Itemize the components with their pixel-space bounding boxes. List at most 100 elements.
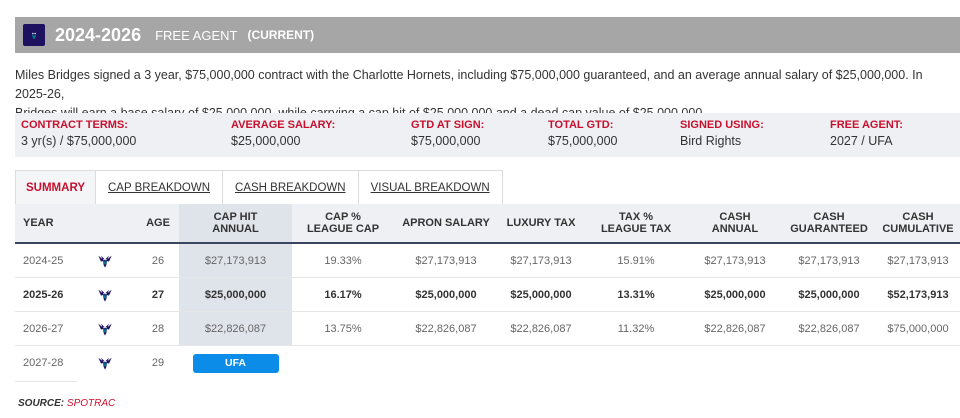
header-cash-line2: ANNUAL [711, 223, 759, 235]
row-tax-pct: 13.31% [617, 288, 655, 301]
term-label: CONTRACT TERMS: [21, 119, 128, 131]
hornets-logo-icon [23, 24, 45, 46]
summary-line-1: Miles Bridges signed a 3 year, $75,000,0… [15, 68, 923, 101]
term-total-gtd: TOTAL GTD: $75,000,000 [542, 113, 674, 157]
hornets-logo-icon [87, 253, 123, 269]
ufa-cell: UFA [179, 346, 292, 380]
term-average-salary: AVERAGE SALARY: $25,000,000 [225, 113, 405, 157]
contract-years: 2024-2026 [55, 24, 142, 45]
tab-visual-breakdown[interactable]: VISUAL BREAKDOWN [358, 170, 503, 204]
row-tax-pct: 11.32% [617, 322, 655, 335]
row-cash-annual: $27,173,913 [704, 254, 766, 267]
row-luxury-tax: $27,173,913 [510, 254, 572, 267]
header-tax-pct-line2: LEAGUE TAX [600, 223, 672, 235]
table-row: 2024-25 26 $27,173,913 19.33% $27,173,91… [15, 244, 960, 278]
row-cash-cumulative: $75,000,000 [887, 322, 949, 335]
row-cap-hit: $22,826,087 [179, 312, 292, 345]
source-label: SOURCE: [18, 398, 65, 409]
row-age: 27 [151, 288, 165, 301]
header-cap-pct[interactable]: CAP % LEAGUE CAP [292, 211, 394, 235]
row-tax-pct: 15.91% [617, 254, 655, 267]
row-year: 2025-26 [23, 288, 64, 301]
term-label: TOTAL GTD: [548, 119, 614, 131]
row-year: 2024-25 [23, 254, 64, 267]
contract-table: YEAR AGE CAP HIT ANNUAL CAP % LEAGUE CAP A… [15, 204, 960, 380]
contract-header-bar: 2024-2026 FREE AGENT (CURRENT) [15, 17, 960, 53]
row-cap-hit: $27,173,913 [179, 244, 292, 277]
header-guar-line1: CASH [813, 211, 845, 223]
header-year[interactable]: YEAR [23, 217, 54, 229]
header-apron-salary[interactable]: APRON SALARY [402, 217, 490, 229]
row-age: 26 [151, 254, 165, 267]
row-apron: $27,173,913 [415, 254, 477, 267]
term-label: FREE AGENT: [830, 119, 903, 131]
row-apron: $25,000,000 [415, 288, 477, 301]
row-year: 2026-27 [23, 322, 64, 335]
source-name: SPOTRAC [66, 398, 116, 409]
header-cash-guaranteed[interactable]: CASH GUARANTEED [782, 211, 876, 235]
ufa-badge[interactable]: UFA [192, 353, 279, 373]
table-header: YEAR AGE CAP HIT ANNUAL CAP % LEAGUE CAP A… [15, 204, 960, 244]
row-cash-guaranteed: $27,173,913 [798, 254, 860, 267]
hornets-logo-icon [87, 287, 123, 303]
header-cash-cumulative[interactable]: CASH CUMULATIVE [876, 211, 960, 235]
header-guar-line2: GUARANTEED [790, 223, 868, 235]
term-value: $75,000,000 [411, 134, 481, 148]
row-luxury-tax: $25,000,000 [510, 288, 572, 301]
row-cap-pct: 13.75% [324, 322, 362, 335]
table-row-current: 2025-26 27 $25,000,000 16.17% $25,000,00… [15, 278, 960, 312]
row-cash-cumulative: $27,173,913 [887, 254, 949, 267]
row-age: 29 [151, 357, 165, 369]
header-luxury-tax[interactable]: LUXURY TAX [506, 217, 576, 229]
term-gtd-at-sign: GTD AT SIGN: $75,000,000 [405, 113, 542, 157]
row-cap-pct: 16.17% [324, 288, 362, 301]
header-tax-pct[interactable]: TAX % LEAGUE TAX [584, 211, 688, 235]
row-year: 2027-28 [23, 357, 64, 369]
header-cap-pct-line2: LEAGUE CAP [306, 223, 380, 235]
term-value: $25,000,000 [231, 134, 301, 148]
term-free-agent: FREE AGENT: 2027 / UFA [824, 113, 960, 157]
row-cap-pct: 19.33% [324, 254, 362, 267]
row-cap-hit: $25,000,000 [179, 278, 292, 311]
header-cum-line1: CASH [902, 211, 934, 223]
header-cap-hit-line1: CAP HIT [213, 211, 258, 223]
header-cash-line1: CASH [719, 211, 751, 223]
row-cash-guaranteed: $22,826,087 [798, 322, 860, 335]
row-cash-annual: $22,826,087 [704, 322, 766, 335]
free-agent-label: FREE AGENT [155, 27, 238, 43]
term-value: 2027 / UFA [830, 134, 893, 148]
row-luxury-tax: $22,826,087 [510, 322, 572, 335]
current-label: (CURRENT) [247, 28, 315, 42]
divider [15, 381, 77, 382]
tab-summary[interactable]: SUMMARY [15, 170, 96, 204]
row-age: 28 [151, 322, 165, 335]
row-cash-annual: $25,000,000 [704, 288, 766, 301]
source-credit: SOURCE: SPOTRAC [18, 398, 115, 409]
breakdown-tabs: SUMMARY CAP BREAKDOWN CASH BREAKDOWN VIS… [15, 170, 503, 204]
term-label: AVERAGE SALARY: [231, 119, 336, 131]
header-cap-pct-line1: CAP % [325, 211, 361, 223]
tab-cap-breakdown[interactable]: CAP BREAKDOWN [96, 170, 224, 204]
term-value: $75,000,000 [548, 134, 618, 148]
hornets-logo-icon [87, 355, 123, 371]
term-label: SIGNED USING: [680, 119, 764, 131]
header-tax-pct-line1: TAX % [618, 211, 654, 223]
header-cap-hit-line2: ANNUAL [212, 223, 259, 235]
term-label: GTD AT SIGN: [411, 119, 485, 131]
header-cash-annual[interactable]: CASH ANNUAL [688, 211, 782, 235]
table-row-free-agent: 2027-28 29 UFA [15, 346, 960, 380]
table-row: 2026-27 28 $22,826,087 13.75% $22,826,08… [15, 312, 960, 346]
term-value: Bird Rights [680, 134, 742, 148]
header-cap-hit[interactable]: CAP HIT ANNUAL [179, 204, 292, 242]
header-cum-line2: CUMULATIVE [882, 223, 954, 235]
term-signed-using: SIGNED USING: Bird Rights [674, 113, 824, 157]
row-cash-cumulative: $52,173,913 [887, 288, 949, 301]
row-cash-guaranteed: $25,000,000 [798, 288, 860, 301]
term-value: 3 yr(s) / $75,000,000 [21, 134, 137, 148]
term-contract: CONTRACT TERMS: 3 yr(s) / $75,000,000 [15, 113, 225, 157]
header-age[interactable]: AGE [146, 217, 170, 229]
contract-terms-panel: CONTRACT TERMS: 3 yr(s) / $75,000,000 AV… [15, 113, 960, 157]
hornets-logo-icon [87, 321, 123, 337]
row-apron: $22,826,087 [415, 322, 477, 335]
tab-cash-breakdown[interactable]: CASH BREAKDOWN [223, 170, 359, 204]
